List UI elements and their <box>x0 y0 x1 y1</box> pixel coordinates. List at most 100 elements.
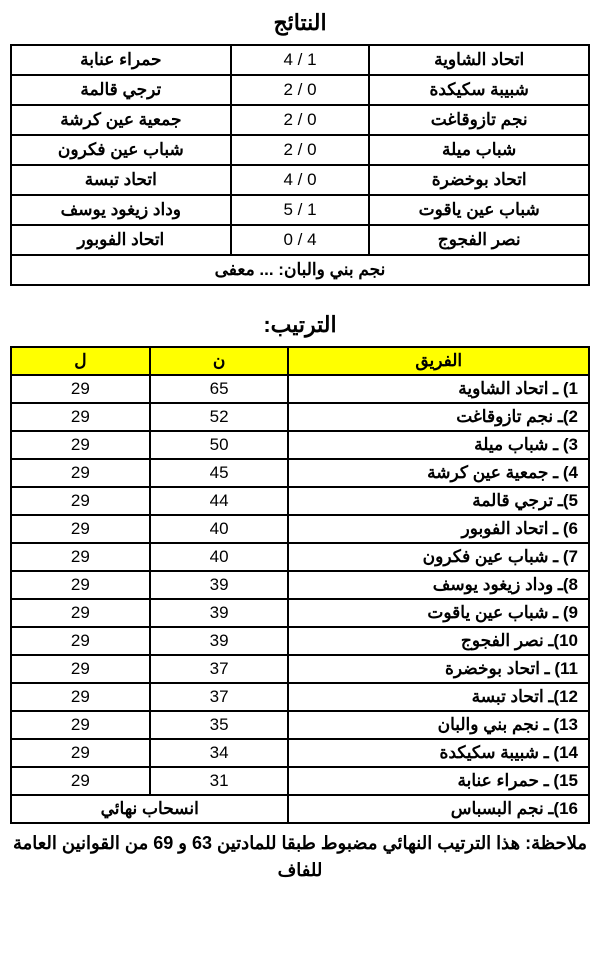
results-row: نجم تازوقاغت0 / 2جمعية عين كرشة <box>11 105 589 135</box>
played: 29 <box>11 543 150 571</box>
score: 0 / 2 <box>231 75 370 105</box>
played: 29 <box>11 683 150 711</box>
results-row: نصر الفجوج4 / 0اتحاد الفوبور <box>11 225 589 255</box>
score: 1 / 4 <box>231 45 370 75</box>
results-row: اتحاد بوخضرة0 / 4اتحاد تبسة <box>11 165 589 195</box>
points: 35 <box>150 711 289 739</box>
away-team: شباب عين فكرون <box>11 135 231 165</box>
standings-header-row: الفريق ن ل <box>11 347 589 375</box>
score: 1 / 5 <box>231 195 370 225</box>
played: 29 <box>11 655 150 683</box>
footnote: ملاحظة: هذا الترتيب النهائي مضبوط طبقا ل… <box>10 830 590 884</box>
header-points: ن <box>150 347 289 375</box>
played: 29 <box>11 571 150 599</box>
results-table: اتحاد الشاوية1 / 4حمراء عنابةشبيبة سكيكد… <box>10 44 590 286</box>
results-row: اتحاد الشاوية1 / 4حمراء عنابة <box>11 45 589 75</box>
team-name: 1) ـ اتحاد الشاوية <box>288 375 589 403</box>
away-team: اتحاد تبسة <box>11 165 231 195</box>
standings-row: 5)ـ ترجي قالمة4429 <box>11 487 589 515</box>
away-team: ترجي قالمة <box>11 75 231 105</box>
exempt-text: نجم بني والبان: ... معفى <box>11 255 589 285</box>
points: 39 <box>150 571 289 599</box>
team-name: 13) ـ نجم بني والبان <box>288 711 589 739</box>
standings-row: 6) ـ اتحاد الفوبور4029 <box>11 515 589 543</box>
standings-row: 14) ـ شبيبة سكيكدة3429 <box>11 739 589 767</box>
team-name: 10)ـ نصر الفجوج <box>288 627 589 655</box>
home-team: نصر الفجوج <box>369 225 589 255</box>
score: 0 / 2 <box>231 105 370 135</box>
score: 0 / 2 <box>231 135 370 165</box>
points: 37 <box>150 655 289 683</box>
points: 37 <box>150 683 289 711</box>
played: 29 <box>11 599 150 627</box>
standings-table: الفريق ن ل 1) ـ اتحاد الشاوية65292)ـ نجم… <box>10 346 590 824</box>
played: 29 <box>11 739 150 767</box>
withdrawn-team: 16)ـ نجم البسباس <box>288 795 589 823</box>
standings-row: 1) ـ اتحاد الشاوية6529 <box>11 375 589 403</box>
team-name: 2)ـ نجم تازوقاغت <box>288 403 589 431</box>
team-name: 15) ـ حمراء عنابة <box>288 767 589 795</box>
home-team: شباب عين ياقوت <box>369 195 589 225</box>
home-team: شباب ميلة <box>369 135 589 165</box>
results-row: شباب عين ياقوت1 / 5وداد زيغود يوسف <box>11 195 589 225</box>
points: 40 <box>150 515 289 543</box>
team-name: 5)ـ ترجي قالمة <box>288 487 589 515</box>
team-name: 11) ـ اتحاد بوخضرة <box>288 655 589 683</box>
team-name: 9) ـ شباب عين ياقوت <box>288 599 589 627</box>
exempt-row: نجم بني والبان: ... معفى <box>11 255 589 285</box>
played: 29 <box>11 431 150 459</box>
standings-row: 7) ـ شباب عين فكرون4029 <box>11 543 589 571</box>
team-name: 8)ـ وداد زيغود يوسف <box>288 571 589 599</box>
points: 39 <box>150 599 289 627</box>
standings-row: 9) ـ شباب عين ياقوت3929 <box>11 599 589 627</box>
played: 29 <box>11 375 150 403</box>
results-row: شباب ميلة0 / 2شباب عين فكرون <box>11 135 589 165</box>
results-title: النتائج <box>10 10 590 36</box>
points: 34 <box>150 739 289 767</box>
played: 29 <box>11 711 150 739</box>
team-name: 12)ـ اتحاد تبسة <box>288 683 589 711</box>
home-team: نجم تازوقاغت <box>369 105 589 135</box>
played: 29 <box>11 515 150 543</box>
withdrawn-label: انسحاب نهائي <box>11 795 288 823</box>
score: 4 / 0 <box>231 225 370 255</box>
away-team: اتحاد الفوبور <box>11 225 231 255</box>
withdrawn-row: 16)ـ نجم البسباسانسحاب نهائي <box>11 795 589 823</box>
standings-row: 12)ـ اتحاد تبسة3729 <box>11 683 589 711</box>
standings-row: 8)ـ وداد زيغود يوسف3929 <box>11 571 589 599</box>
points: 52 <box>150 403 289 431</box>
header-played: ل <box>11 347 150 375</box>
standings-row: 11) ـ اتحاد بوخضرة3729 <box>11 655 589 683</box>
played: 29 <box>11 627 150 655</box>
points: 39 <box>150 627 289 655</box>
team-name: 14) ـ شبيبة سكيكدة <box>288 739 589 767</box>
standings-row: 2)ـ نجم تازوقاغت5229 <box>11 403 589 431</box>
standings-row: 10)ـ نصر الفجوج3929 <box>11 627 589 655</box>
away-team: جمعية عين كرشة <box>11 105 231 135</box>
points: 45 <box>150 459 289 487</box>
header-team: الفريق <box>288 347 589 375</box>
results-row: شبيبة سكيكدة0 / 2ترجي قالمة <box>11 75 589 105</box>
standings-row: 13) ـ نجم بني والبان3529 <box>11 711 589 739</box>
points: 44 <box>150 487 289 515</box>
home-team: اتحاد بوخضرة <box>369 165 589 195</box>
points: 65 <box>150 375 289 403</box>
points: 50 <box>150 431 289 459</box>
standings-row: 3) ـ شباب ميلة5029 <box>11 431 589 459</box>
team-name: 4) ـ جمعية عين كرشة <box>288 459 589 487</box>
team-name: 7) ـ شباب عين فكرون <box>288 543 589 571</box>
home-team: اتحاد الشاوية <box>369 45 589 75</box>
points: 31 <box>150 767 289 795</box>
standings-title: الترتيب: <box>10 312 590 338</box>
played: 29 <box>11 403 150 431</box>
played: 29 <box>11 459 150 487</box>
away-team: حمراء عنابة <box>11 45 231 75</box>
played: 29 <box>11 767 150 795</box>
standings-row: 15) ـ حمراء عنابة3129 <box>11 767 589 795</box>
score: 0 / 4 <box>231 165 370 195</box>
standings-row: 4) ـ جمعية عين كرشة4529 <box>11 459 589 487</box>
team-name: 3) ـ شباب ميلة <box>288 431 589 459</box>
home-team: شبيبة سكيكدة <box>369 75 589 105</box>
played: 29 <box>11 487 150 515</box>
away-team: وداد زيغود يوسف <box>11 195 231 225</box>
